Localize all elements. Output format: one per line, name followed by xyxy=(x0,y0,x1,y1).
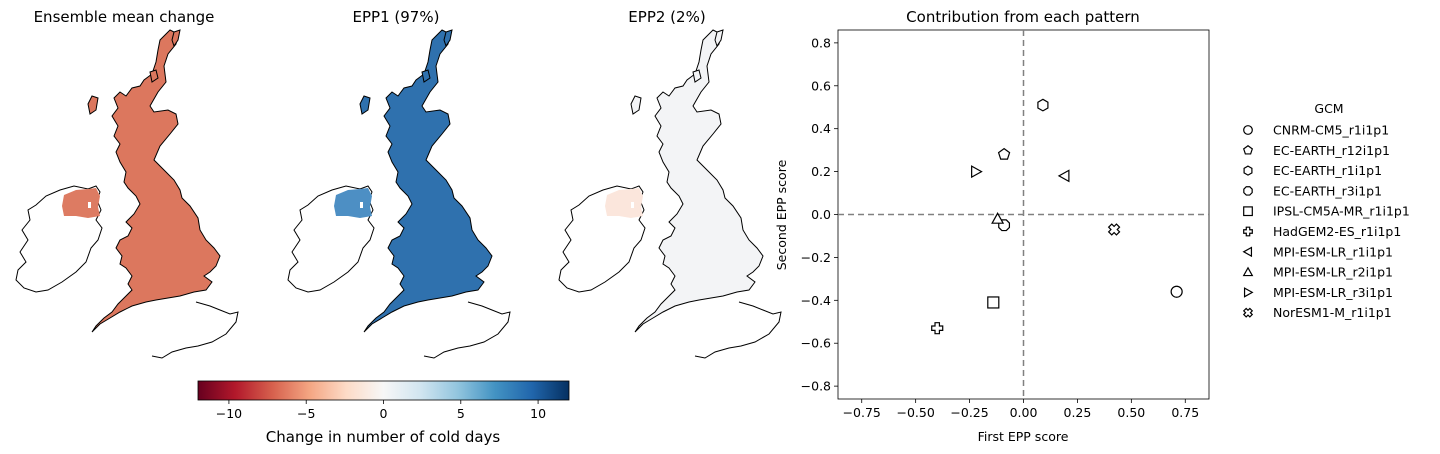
ni-missing-cell xyxy=(88,202,91,208)
colorbar: −10 −5 0 5 10 Change in number of cold days xyxy=(197,380,570,446)
island-outline xyxy=(171,29,181,48)
legend-label: IPSL-CM5A-MR_r1i1p1 xyxy=(1273,204,1410,219)
y-tick-label: 0.4 xyxy=(811,121,831,136)
y-axis-ticks: −0.8 −0.6 −0.4 −0.2 0.0 0.2 0.4 0.6 0.8 xyxy=(801,35,838,394)
legend-label: EC-EARTH_r1i1p1 xyxy=(1273,163,1382,178)
x-axis-ticks: −0.75 −0.50 −0.25 0.00 0.25 0.50 0.75 xyxy=(843,399,1199,420)
colorbar-tick-label: 0 xyxy=(380,406,388,421)
legend-label: MPI-ESM-LR_r2i1p1 xyxy=(1273,265,1393,280)
island-outline xyxy=(359,95,371,115)
scatter-point xyxy=(991,212,1005,224)
legend-marker xyxy=(1243,145,1253,155)
map-title: Ensemble mean change xyxy=(34,8,215,26)
scatter-point xyxy=(1037,98,1049,112)
map-panels: Ensemble mean change EPP1 (97%) EPP2 (2%) xyxy=(15,8,782,359)
scatter-point xyxy=(971,165,983,179)
legend-label: CNRM-CM5_r1i1p1 xyxy=(1273,123,1389,138)
y-tick-label: 0.0 xyxy=(811,207,831,222)
map-title: EPP1 (97%) xyxy=(353,8,440,26)
france-coastline xyxy=(151,301,239,359)
island-outline xyxy=(149,69,159,83)
map-panel: EPP2 (2%) xyxy=(558,8,782,359)
x-tick-label: −0.75 xyxy=(843,405,881,420)
reference-lines xyxy=(838,30,1209,399)
legend-label: MPI-ESM-LR_r3i1p1 xyxy=(1273,285,1393,300)
x-tick-label: 0.75 xyxy=(1171,405,1199,420)
y-tick-label: 0.8 xyxy=(811,35,831,50)
legend-label: EC-EARTH_r12i1p1 xyxy=(1273,143,1390,158)
colorbar-tick-label: −10 xyxy=(216,406,242,421)
colorbar-label: Change in number of cold days xyxy=(266,428,501,446)
scatter-point xyxy=(1170,285,1183,298)
colorbar-tick-label: −5 xyxy=(297,406,315,421)
legend-marker xyxy=(1243,287,1254,298)
legend-marker xyxy=(1243,125,1253,135)
legend: GCM CNRM-CM5_r1i1p1 EC-EARTH_r12i1p1 EC-EA… xyxy=(1242,101,1410,320)
scatter-point xyxy=(997,147,1011,160)
northern-ireland-field xyxy=(605,188,643,218)
x-tick-label: 0.00 xyxy=(1010,405,1038,420)
colorbar-tick-label: 5 xyxy=(457,406,465,421)
y-tick-label: −0.2 xyxy=(801,250,831,265)
island-outline xyxy=(87,95,99,115)
legend-title: GCM xyxy=(1314,101,1343,116)
great-britain-field xyxy=(363,29,493,333)
france-coastline xyxy=(423,301,511,359)
great-britain-field xyxy=(634,29,764,333)
northern-ireland-field xyxy=(334,188,372,218)
scatter-title: Contribution from each pattern xyxy=(906,8,1140,26)
legend-marker xyxy=(1242,307,1254,318)
island-outline xyxy=(421,69,431,83)
legend-label: EC-EARTH_r3i1p1 xyxy=(1273,183,1382,198)
x-tick-label: −0.50 xyxy=(896,405,934,420)
y-tick-label: 0.2 xyxy=(811,164,831,179)
x-tick-label: 0.25 xyxy=(1064,405,1092,420)
island-outline xyxy=(714,29,724,48)
colorbar-tick-label: 10 xyxy=(530,406,546,421)
y-tick-label: −0.6 xyxy=(801,336,831,351)
france-coastline xyxy=(694,301,782,359)
legend-marker xyxy=(1242,246,1253,258)
scatter-chart: Contribution from each pattern −0.75 −0.5… xyxy=(774,8,1210,444)
legend-label: HadGEM2-ES_r1i1p1 xyxy=(1273,224,1401,239)
x-tick-label: −0.25 xyxy=(950,405,988,420)
legend-marker xyxy=(1243,165,1253,176)
legend-marker xyxy=(1242,266,1254,277)
northern-ireland-field xyxy=(62,188,100,218)
scatter-points xyxy=(931,98,1183,335)
colorbar-ticks: −10 −5 0 5 10 xyxy=(216,400,546,421)
colorbar-gradient xyxy=(197,380,570,401)
scatter-point xyxy=(1107,223,1121,236)
y-tick-label: 0.6 xyxy=(811,78,831,93)
island-outline xyxy=(630,95,642,115)
legend-marker xyxy=(1243,226,1253,237)
ni-missing-cell xyxy=(631,202,634,208)
x-axis-label: First EPP score xyxy=(978,429,1069,444)
map-panel: Ensemble mean change xyxy=(15,8,239,359)
legend-marker xyxy=(1243,206,1253,217)
map-title: EPP2 (2%) xyxy=(628,8,705,26)
y-tick-label: −0.4 xyxy=(801,293,831,308)
legend-label: MPI-ESM-LR_r1i1p1 xyxy=(1273,244,1393,259)
great-britain-field xyxy=(91,29,221,333)
legend-label: NorESM1-M_r1i1p1 xyxy=(1273,305,1392,320)
map-panel: EPP1 (97%) xyxy=(287,8,511,359)
island-outline xyxy=(443,29,453,48)
legend-marker xyxy=(1243,186,1253,196)
y-tick-label: −0.8 xyxy=(801,379,831,394)
scatter-point xyxy=(1057,169,1070,183)
scatter-point xyxy=(931,322,944,335)
island-outline xyxy=(692,69,702,83)
ni-missing-cell xyxy=(360,202,363,208)
y-axis-label: Second EPP score xyxy=(774,159,789,270)
scatter-point xyxy=(987,296,1000,309)
x-tick-label: 0.50 xyxy=(1117,405,1145,420)
